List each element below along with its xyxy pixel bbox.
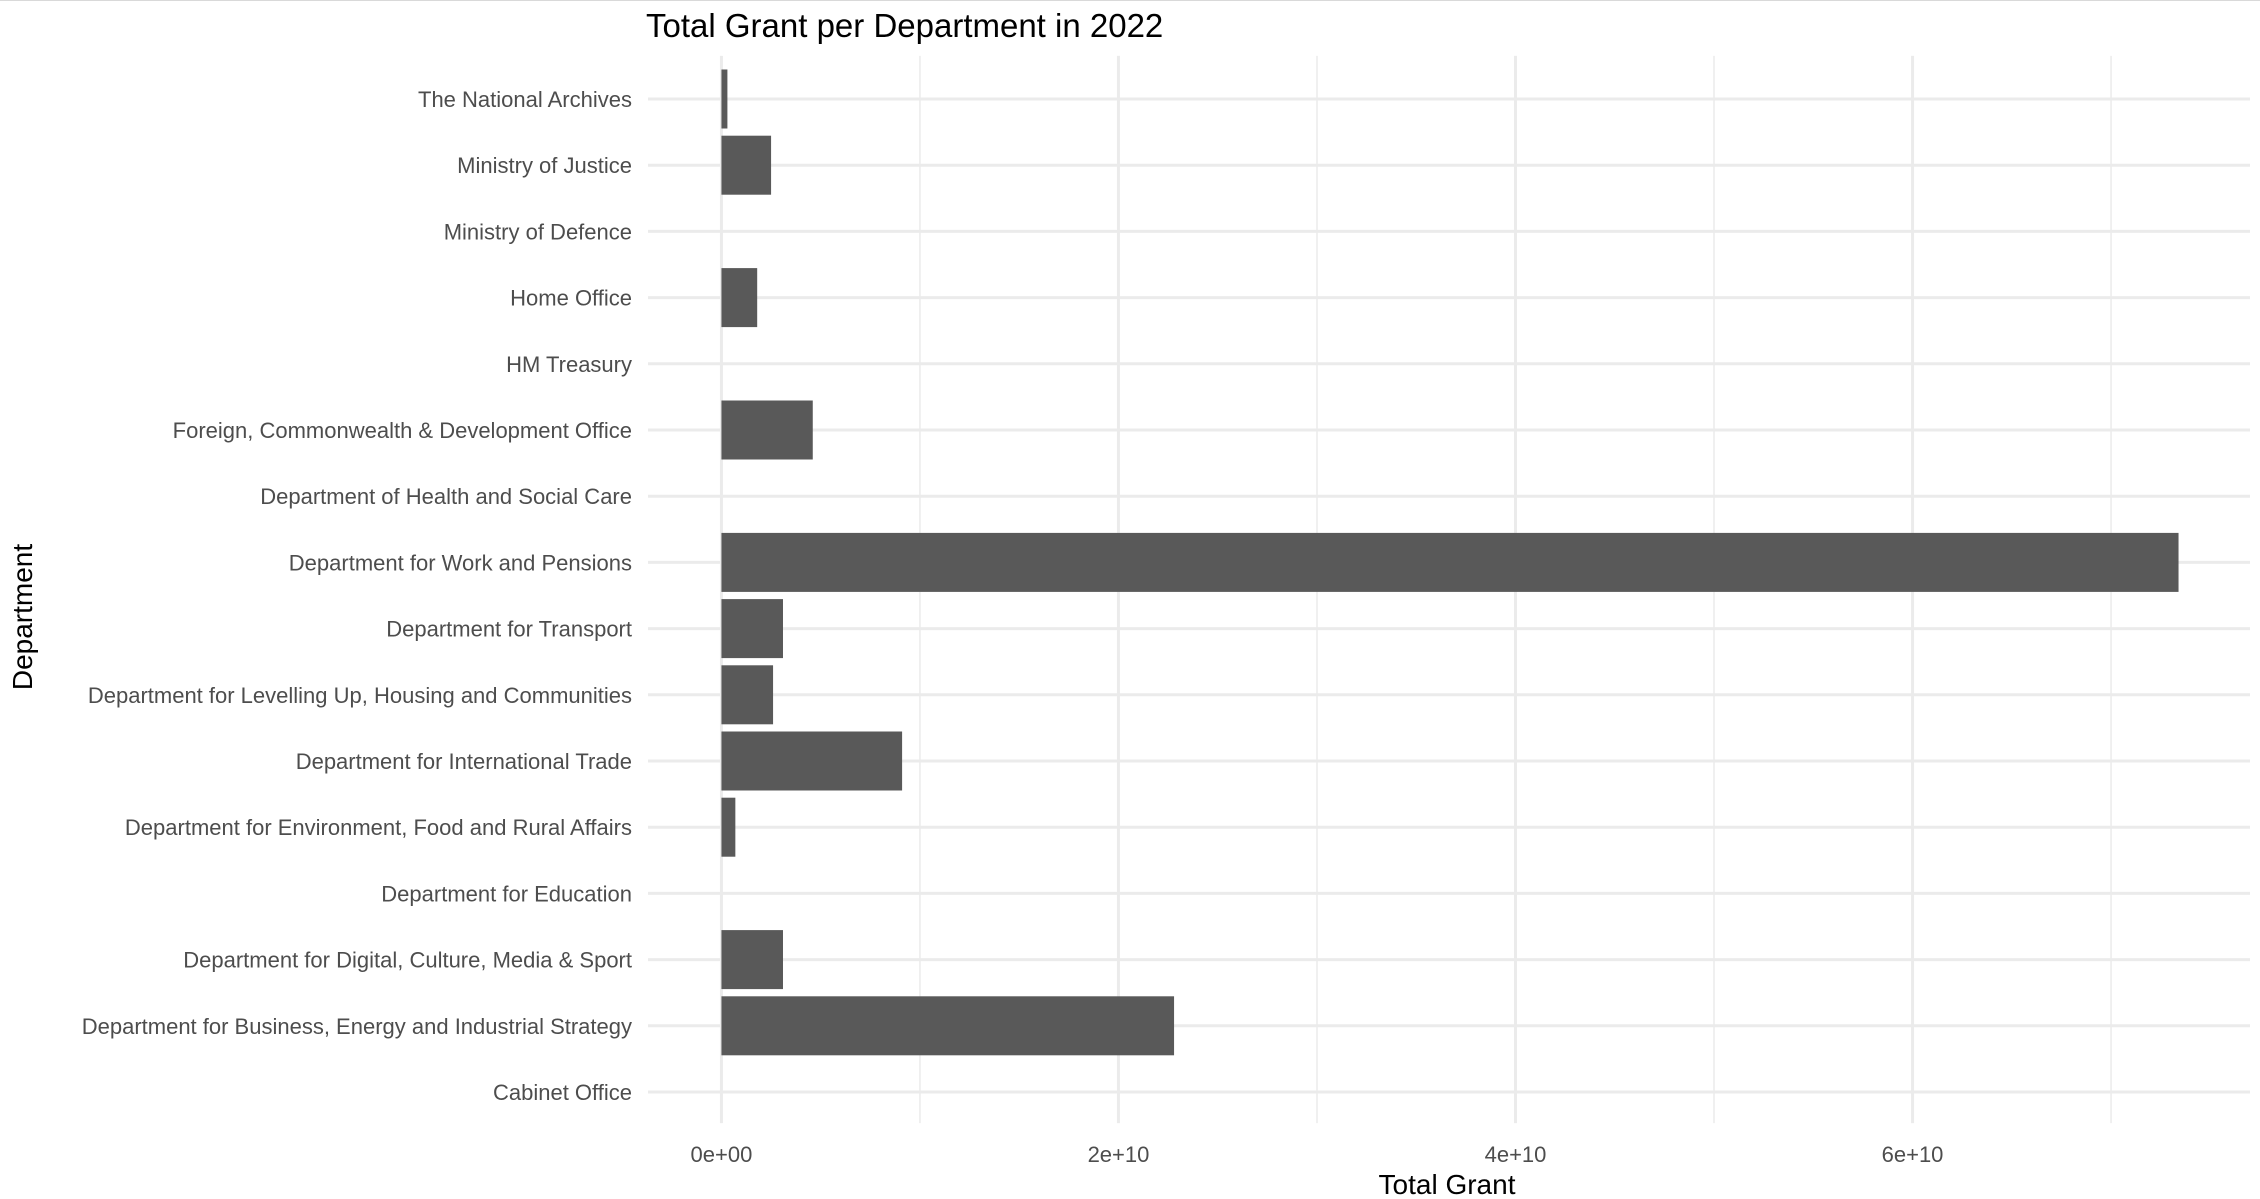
y-tick-label: Home Office [510,286,632,311]
y-tick-label: Department for Education [381,881,632,906]
top-border [0,0,2260,1]
x-tick-label: 2e+10 [1088,1142,1150,1167]
y-tick-label: The National Archives [418,87,632,112]
y-tick-label: Cabinet Office [493,1080,632,1105]
y-tick-label: Foreign, Commonwealth & Development Offi… [173,418,632,443]
bar [721,731,903,791]
y-tick-label: HM Treasury [506,352,632,377]
y-tick-label: Ministry of Defence [444,219,632,244]
y-tick-label: Department for Environment, Food and Rur… [125,815,632,840]
y-tick-labels: Cabinet Office Department for Business, E… [82,87,632,1105]
y-tick-label: Ministry of Justice [457,153,632,178]
bar [721,599,783,659]
y-axis-title: Department [7,544,38,691]
chart-title: Total Grant per Department in 2022 [646,7,1163,44]
bar [721,797,736,857]
y-tick-label: Department for Levelling Up, Housing and… [88,683,632,708]
x-axis-title: Total Grant [1379,1169,1516,1199]
x-tick-label: 4e+10 [1485,1142,1547,1167]
x-tick-label: 6e+10 [1882,1142,1944,1167]
x-tick-labels: 0e+00 2e+10 4e+10 6e+10 [691,1142,1944,1167]
bar-layer [721,69,2179,1056]
bar [721,400,813,460]
y-tick-label: Department for Transport [386,617,632,642]
y-tick-label: Department for Digital, Culture, Media &… [183,948,632,973]
bar [721,532,2179,592]
y-tick-label: Department of Health and Social Care [260,484,632,509]
bar [721,665,774,725]
y-tick-label: Department for Work and Pensions [289,550,632,575]
bar [721,996,1175,1056]
y-tick-label: Department for Business, Energy and Indu… [82,1014,632,1039]
bar [721,69,728,129]
y-tick-label: Department for International Trade [296,749,632,774]
bar [721,135,772,195]
bar [721,268,758,328]
bar [721,930,783,990]
x-tick-label: 0e+00 [691,1142,753,1167]
